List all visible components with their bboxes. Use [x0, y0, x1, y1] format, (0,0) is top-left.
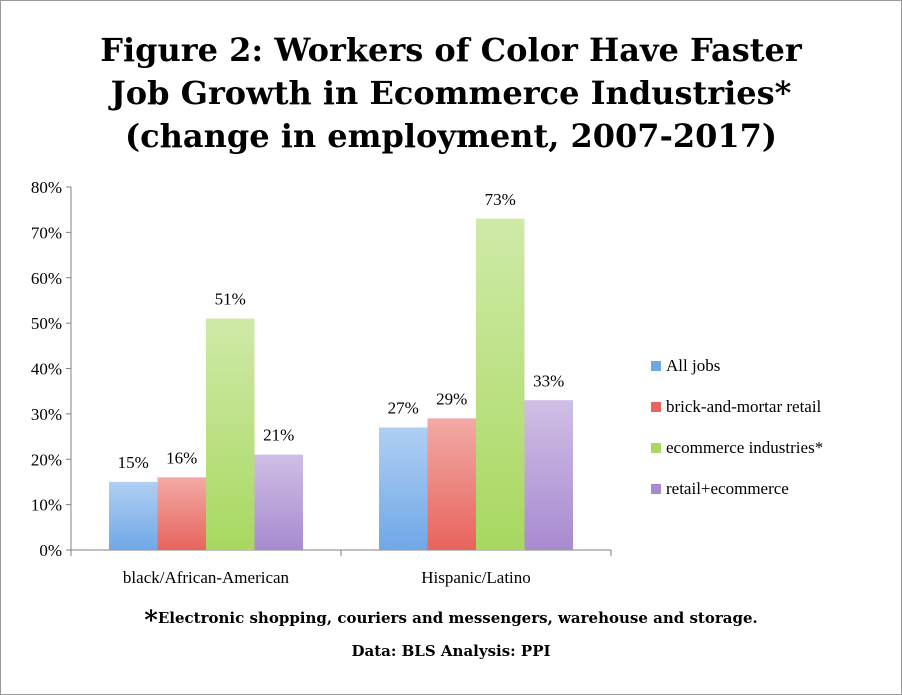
- legend-swatch: [651, 361, 661, 371]
- chart-title: Figure 2: Workers of Color Have Faster J…: [1, 29, 901, 158]
- bar-shading: [379, 427, 428, 550]
- bar-shading: [206, 318, 255, 550]
- chart-title-line-1: Figure 2: Workers of Color Have Faster: [100, 31, 802, 69]
- y-tick-label: 80%: [31, 178, 62, 197]
- y-tick-label: 40%: [31, 360, 62, 379]
- data-label: 33%: [533, 371, 564, 390]
- y-tick-label: 0%: [39, 541, 62, 560]
- y-tick-label: 50%: [31, 314, 62, 333]
- data-label: 29%: [436, 389, 467, 408]
- x-category-label: Hispanic/Latino: [421, 568, 531, 587]
- legend-label: All jobs: [666, 356, 721, 375]
- chart-data-labels: 15% 16% 51% 21% 27% 29% 73% 33%: [118, 190, 565, 472]
- data-label: 21%: [263, 426, 294, 445]
- y-tick-label: 60%: [31, 269, 62, 288]
- bar-shading: [109, 481, 158, 550]
- y-tick-label: 20%: [31, 450, 62, 469]
- chart-title-line-2: Job Growth in Ecommerce Industries*: [110, 74, 792, 112]
- chart-bars: [109, 218, 573, 550]
- data-label: 73%: [485, 190, 516, 209]
- data-label: 16%: [166, 448, 197, 467]
- footnote-asterisk: *: [144, 606, 158, 636]
- data-label: 27%: [388, 398, 419, 417]
- bar-shading: [157, 477, 206, 550]
- bar-shading: [254, 454, 303, 550]
- legend-swatch: [651, 484, 661, 494]
- data-label: 15%: [118, 453, 149, 472]
- legend-swatch: [651, 443, 661, 453]
- bar-shading: [524, 400, 573, 550]
- legend-label: ecommerce industries*: [666, 438, 824, 457]
- bar-shading: [476, 218, 525, 550]
- y-tick-label: 30%: [31, 405, 62, 424]
- data-label: 51%: [215, 290, 246, 309]
- chart-title-line-3: (change in employment, 2007-2017): [124, 117, 778, 155]
- legend-label: brick-and-mortar retail: [666, 397, 822, 416]
- y-tick-label: 70%: [31, 223, 62, 242]
- footnote: *Electronic shopping, couriers and messe…: [1, 606, 901, 660]
- legend-label: retail+ecommerce: [666, 479, 789, 498]
- y-tick-label: 10%: [31, 496, 62, 515]
- footnote-source: Data: BLS Analysis: PPI: [351, 642, 551, 660]
- footnote-text: Electronic shopping, couriers and messen…: [157, 609, 758, 627]
- legend-swatch: [651, 402, 661, 412]
- bar-shading: [427, 418, 476, 550]
- x-category-label: black/African-American: [123, 568, 290, 587]
